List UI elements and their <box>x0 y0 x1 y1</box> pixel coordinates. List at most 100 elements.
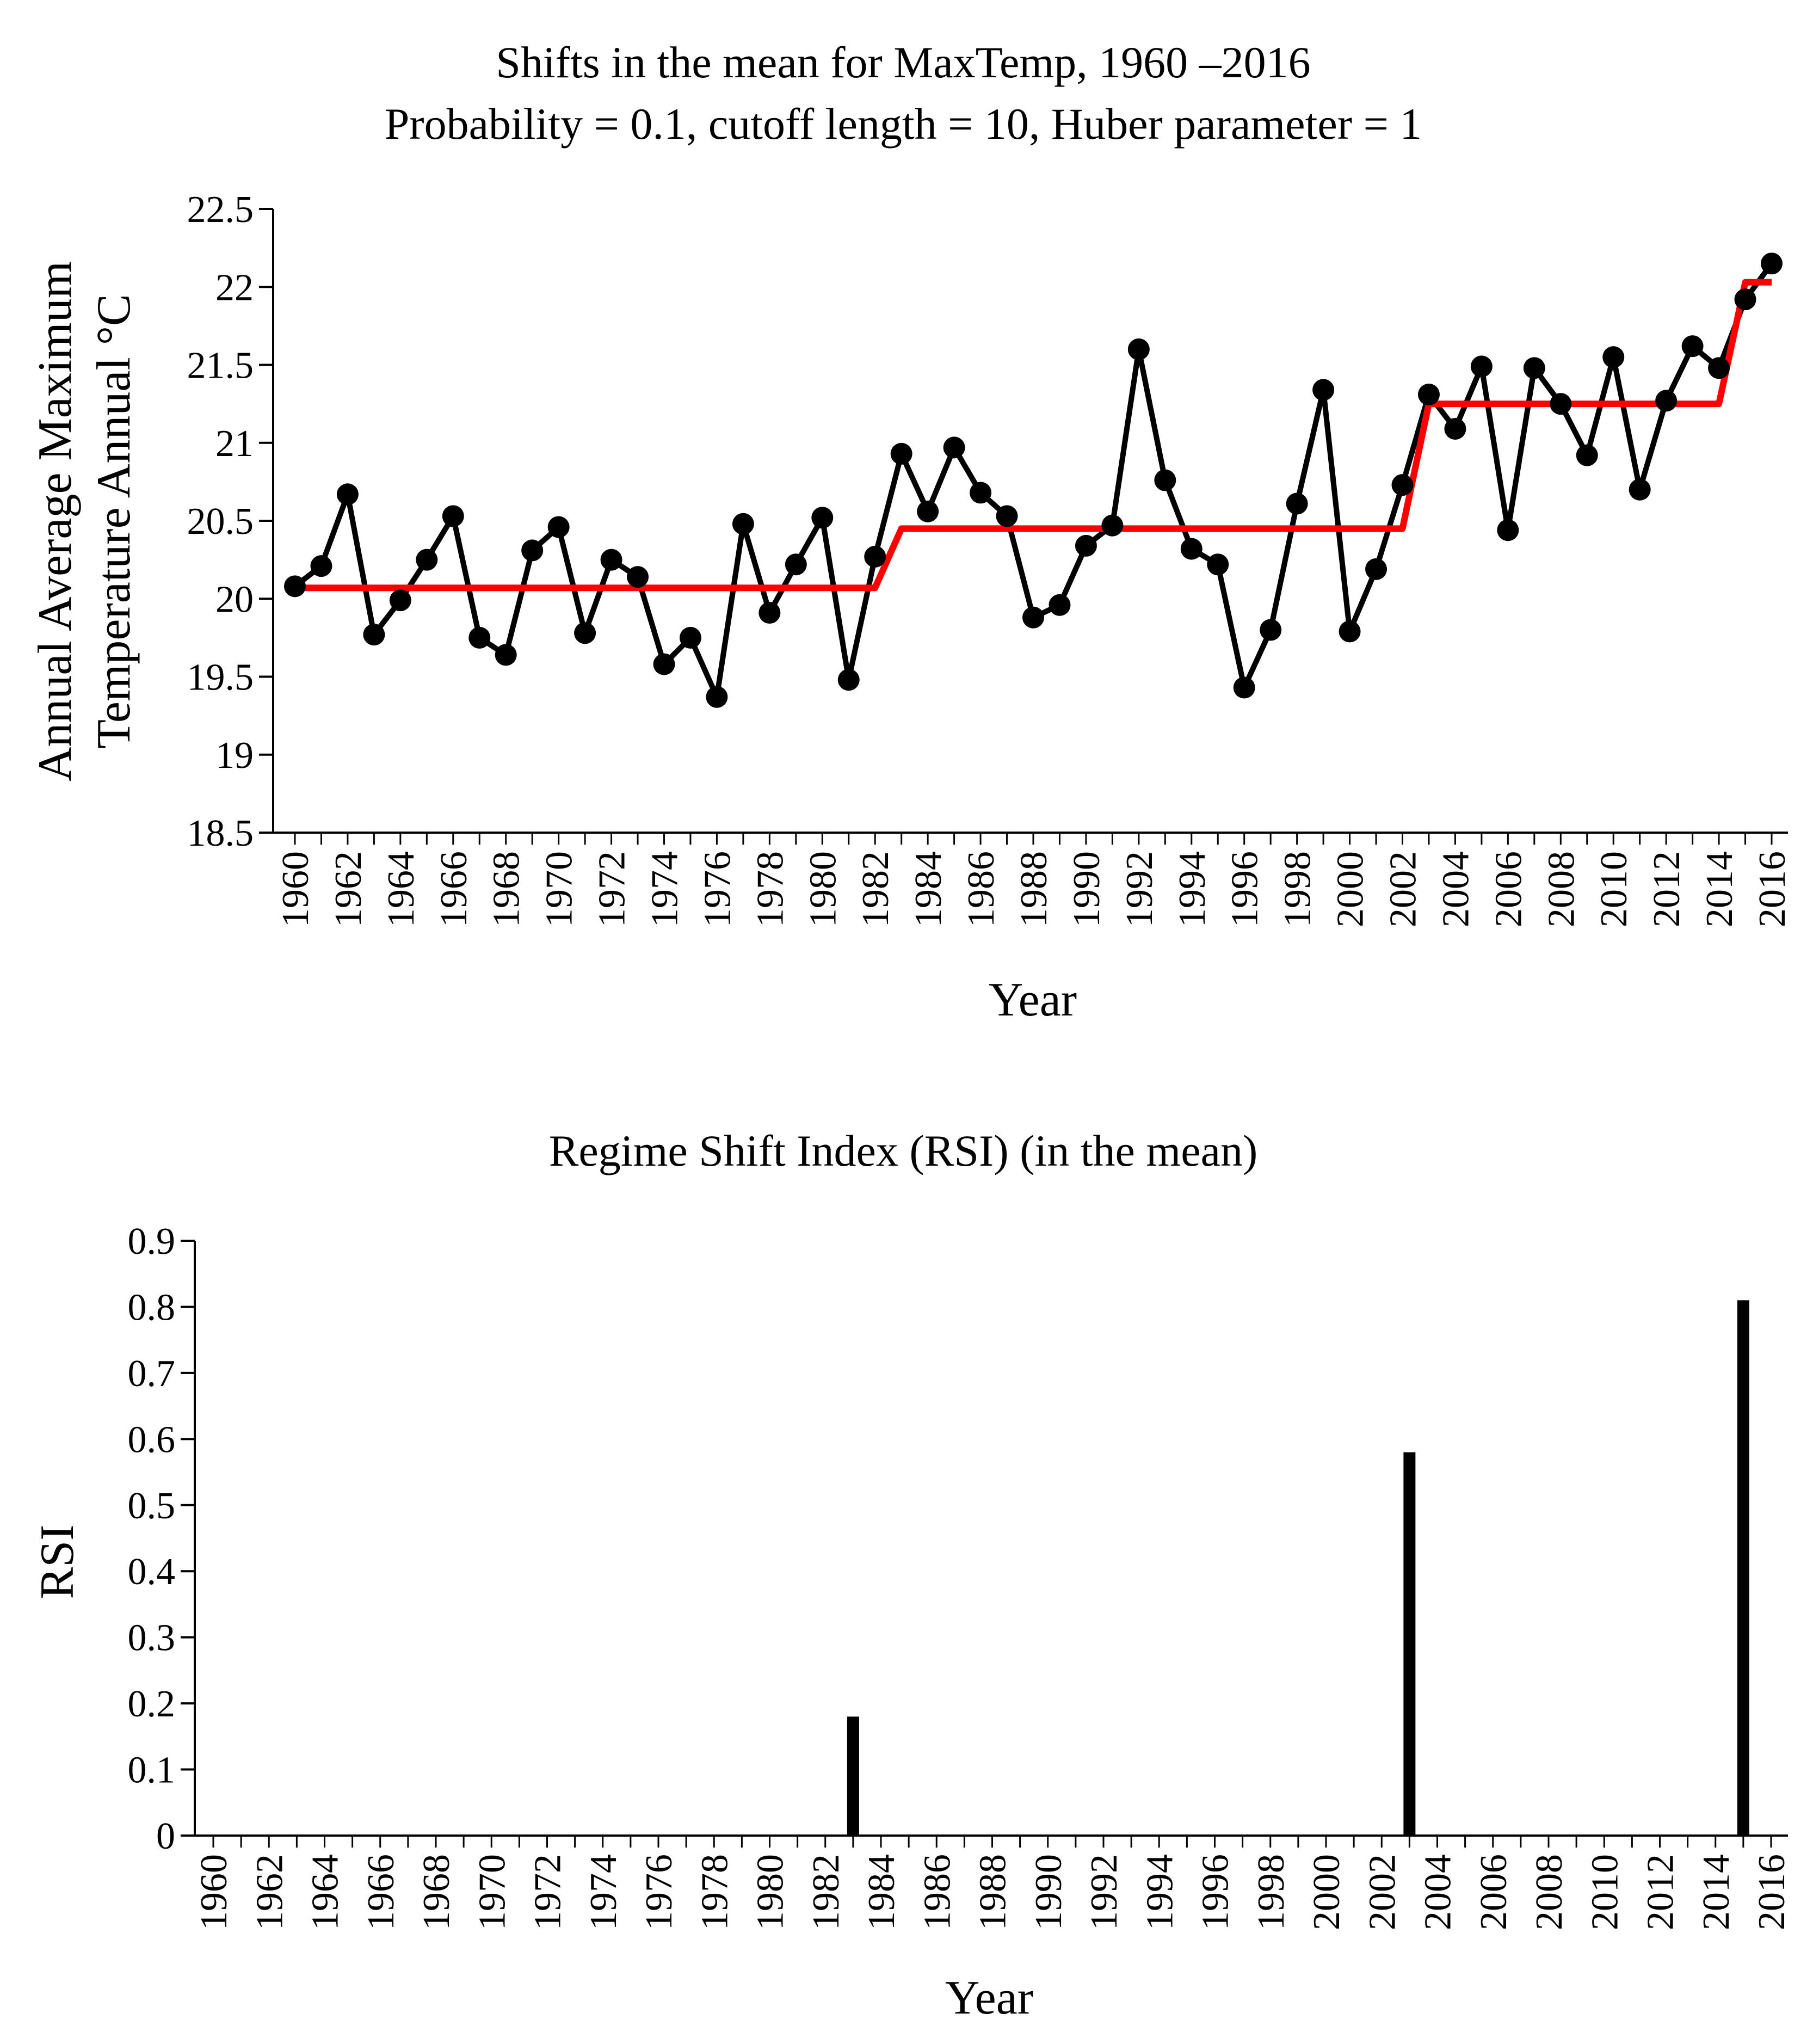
maxtemp-point <box>1391 474 1414 496</box>
x-tick-label: 2014 <box>1695 1854 1737 1930</box>
maxtemp-point <box>653 653 675 675</box>
x-tick-label: 1978 <box>694 1854 736 1930</box>
rsi-bar <box>1737 1300 1749 1836</box>
maxtemp-point <box>758 602 781 624</box>
x-tick-label: 1992 <box>1083 1854 1125 1930</box>
x-tick-label: 2004 <box>1417 1854 1459 1930</box>
rsi-bar <box>847 1716 859 1836</box>
maxtemp-series-line <box>293 262 1774 700</box>
y-tick-label: 22.5 <box>187 189 254 231</box>
maxtemp-point <box>1233 676 1255 699</box>
maxtemp-point <box>1681 335 1704 358</box>
y-tick-label: 22 <box>215 267 254 309</box>
x-tick-label: 1998 <box>1250 1854 1292 1930</box>
maxtemp-point <box>1602 346 1625 368</box>
x-tick-label: 1992 <box>1119 851 1161 927</box>
x-tick-label: 1982 <box>855 851 897 927</box>
x-tick-label: 1984 <box>861 1854 903 1930</box>
x-tick-label: 1972 <box>527 1854 569 1930</box>
maxtemp-point <box>1417 383 1440 405</box>
x-tick-label: 1960 <box>193 1854 235 1930</box>
x-tick-label: 1978 <box>749 851 791 927</box>
maxtemp-point <box>442 505 464 527</box>
maxtemp-point <box>1550 393 1572 415</box>
maxtemp-point <box>1761 253 1783 275</box>
y-tick-label: 19 <box>215 735 254 777</box>
maxtemp-point <box>943 436 965 459</box>
maxtemp-point <box>1708 357 1730 379</box>
y-tick-label: 0.7 <box>128 1353 176 1395</box>
y-tick-label: 0.4 <box>128 1551 176 1593</box>
y-tick-label: 0.8 <box>128 1286 176 1328</box>
x-tick-label: 2000 <box>1330 851 1372 927</box>
maxtemp-point <box>1655 390 1678 412</box>
y-tick-label: 0.6 <box>128 1419 176 1461</box>
maxtemp-point <box>416 549 438 571</box>
maxtemp-point <box>890 442 912 465</box>
x-tick-label: 2008 <box>1540 851 1582 927</box>
temp-ylabel-line-2: Temperature Annual °C <box>88 294 140 748</box>
maxtemp-point <box>1049 594 1071 616</box>
y-tick-label: 19.5 <box>187 657 254 699</box>
x-tick-label: 2006 <box>1488 851 1530 927</box>
maxtemp-point <box>1734 288 1756 311</box>
temp-chart-subtitle: Probability = 0.1, cutoff length = 10, H… <box>385 99 1422 149</box>
x-tick-label: 1984 <box>908 851 949 927</box>
maxtemp-point <box>495 644 517 666</box>
rsi-chart-title: Regime Shift Index (RSI) (in the mean) <box>549 1126 1258 1175</box>
y-tick-label: 20 <box>215 578 254 620</box>
maxtemp-point <box>706 686 728 708</box>
x-tick-label: 1996 <box>1195 1854 1237 1930</box>
y-tick-label: 21 <box>215 423 254 465</box>
x-tick-label: 1966 <box>433 851 475 927</box>
maxtemp-point <box>679 626 701 649</box>
maxtemp-point <box>600 549 622 571</box>
maxtemp-point <box>1260 619 1282 641</box>
x-tick-label: 1980 <box>750 1854 792 1930</box>
x-tick-label: 1982 <box>805 1854 847 1930</box>
rsi-bars <box>847 1300 1749 1836</box>
x-tick-label: 1990 <box>1066 851 1108 927</box>
x-tick-label: 1990 <box>1028 1854 1070 1930</box>
x-tick-label: 2012 <box>1646 851 1688 927</box>
maxtemp-point <box>864 545 886 568</box>
x-tick-label: 1968 <box>486 851 528 927</box>
maxtemp-point <box>310 555 332 577</box>
x-tick-label: 2004 <box>1435 851 1477 927</box>
maxtemp-point <box>1629 478 1651 501</box>
x-tick-label: 2010 <box>1584 1854 1626 1930</box>
maxtemp-point <box>1127 338 1150 360</box>
temp-chart-title: Shifts in the mean for MaxTemp, 1960 –20… <box>496 38 1310 87</box>
x-tick-label: 1974 <box>644 851 686 927</box>
maxtemp-point <box>1444 417 1466 440</box>
x-tick-label: 1994 <box>1139 1854 1181 1930</box>
maxtemp-point <box>284 575 306 598</box>
maxtemp-point <box>1075 534 1097 557</box>
maxtemp-point <box>389 589 411 612</box>
temp-x-ticks: 1960 1962 1964 1966 1968 1970 1972 1974 1976 1978… <box>275 833 1793 927</box>
maxtemp-point <box>1022 606 1044 629</box>
maxtemp-point <box>1286 492 1308 515</box>
x-tick-label: 2000 <box>1306 1854 1348 1930</box>
maxtemp-point <box>1101 514 1124 537</box>
x-tick-label: 1976 <box>696 851 738 927</box>
y-tick-label: 21.5 <box>187 345 254 387</box>
maxtemp-point <box>468 626 491 649</box>
x-tick-label: 2016 <box>1752 851 1793 927</box>
x-tick-label: 2006 <box>1473 1854 1515 1930</box>
x-tick-label: 1976 <box>638 1854 680 1930</box>
maxtemp-point <box>1470 355 1493 378</box>
x-tick-label: 1964 <box>380 851 422 927</box>
y-tick-label: 20.5 <box>187 501 254 543</box>
x-tick-label: 2008 <box>1528 1854 1570 1930</box>
maxtemp-point <box>574 622 596 644</box>
maxtemp-point <box>1576 444 1598 466</box>
maxtemp-point <box>336 483 359 506</box>
y-tick-label: 0.5 <box>128 1485 176 1527</box>
x-tick-label: 2002 <box>1361 1854 1403 1930</box>
y-tick-label: 0 <box>156 1815 175 1857</box>
maxtemp-point <box>547 516 570 538</box>
rsi-bar <box>1403 1452 1416 1836</box>
x-tick-label: 1968 <box>416 1854 458 1930</box>
x-tick-label: 1988 <box>972 1854 1014 1930</box>
